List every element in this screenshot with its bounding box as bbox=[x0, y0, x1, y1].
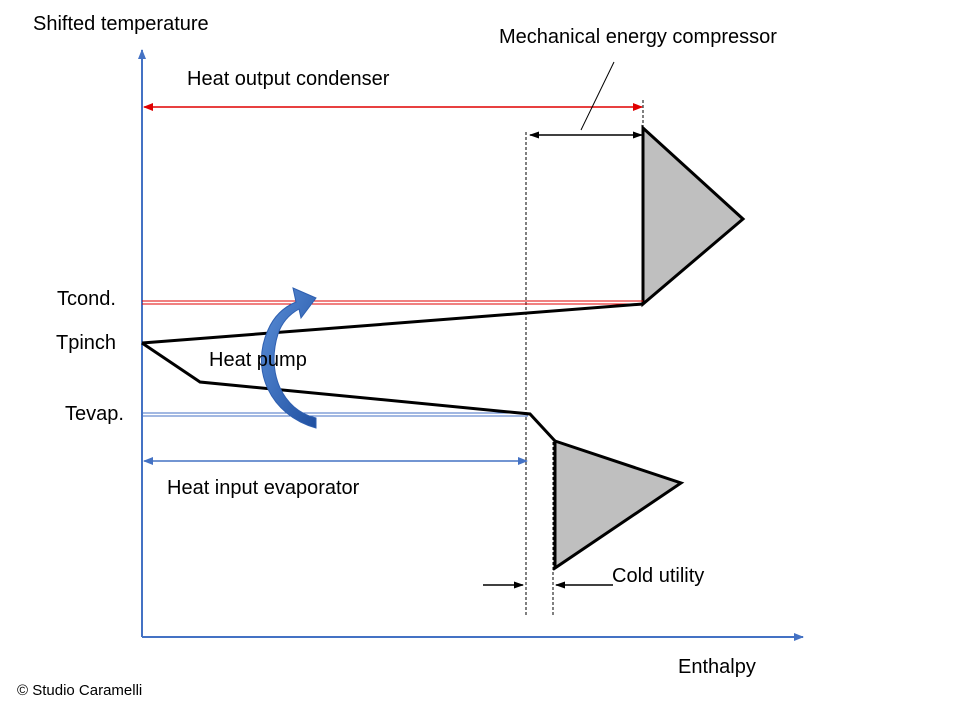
mech-compressor-label: Mechanical energy compressor bbox=[499, 26, 777, 48]
heat-pump-label: Heat pump bbox=[209, 349, 307, 371]
heat-output-label: Heat output condenser bbox=[187, 68, 390, 90]
tevap-label: Tevap. bbox=[65, 403, 124, 425]
heat-input-label: Heat input evaporator bbox=[167, 477, 360, 499]
mech-compressor-pointer bbox=[580, 61, 615, 131]
y-axis-label: Shifted temperature bbox=[33, 13, 209, 35]
cold-utility-label: Cold utility bbox=[612, 565, 704, 587]
x-axis-label: Enthalpy bbox=[678, 656, 756, 678]
lower-pocket-triangle bbox=[553, 438, 685, 571]
tpinch-label: Tpinch bbox=[56, 332, 116, 354]
tcond-label: Tcond. bbox=[57, 288, 116, 310]
composite-curve-upper bbox=[141, 302, 644, 345]
upper-pocket-triangle bbox=[641, 124, 746, 308]
copyright-text: © Studio Caramelli bbox=[17, 682, 142, 699]
heat-pump-arrow-icon bbox=[260, 287, 317, 429]
composite-curve-lower bbox=[141, 341, 557, 443]
